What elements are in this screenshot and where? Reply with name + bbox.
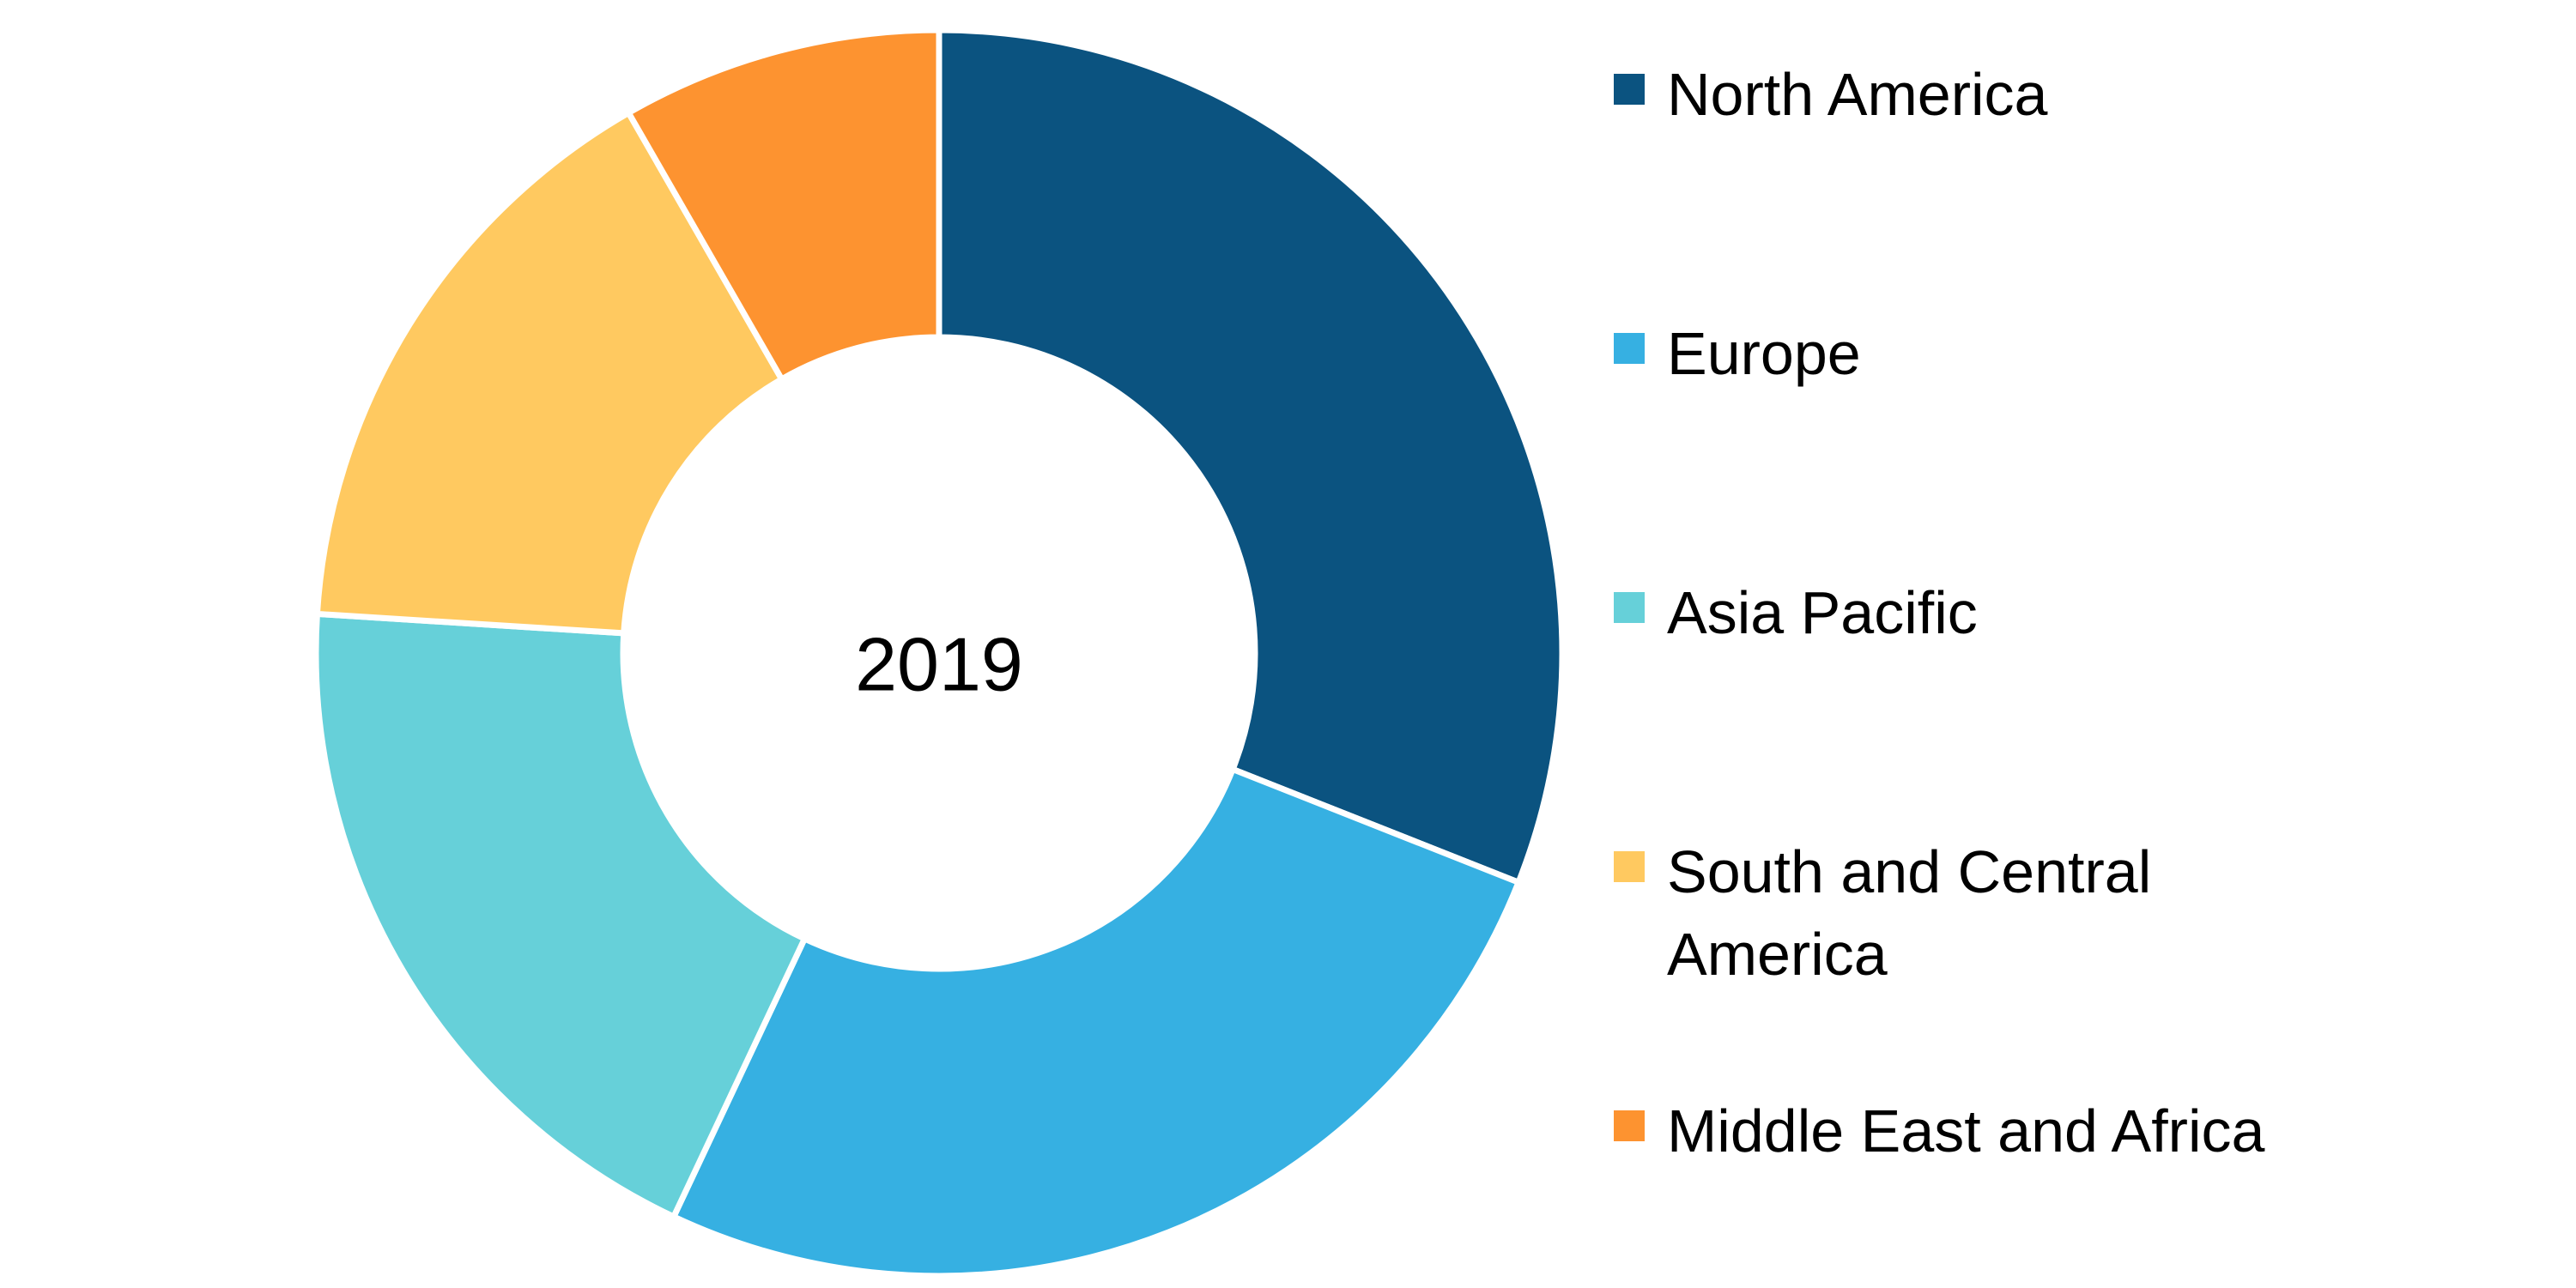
legend-swatch <box>1614 592 1645 623</box>
legend-item: North America <box>1614 53 2371 136</box>
legend-item: Middle East and Africa <box>1614 1090 2371 1172</box>
slice <box>313 108 786 637</box>
legend-swatch <box>1614 333 1645 364</box>
legend-label: Asia Pacific <box>1667 579 1978 646</box>
legend-swatch <box>1614 74 1645 105</box>
legend-label: South and Central America <box>1667 838 2152 988</box>
legend-item: Europe <box>1614 312 2371 395</box>
legend-swatch <box>1614 1110 1645 1141</box>
legend-item: Asia Pacific <box>1614 571 2371 654</box>
slice <box>624 27 943 384</box>
chart: 2019 <box>312 27 1566 1279</box>
legend-label: North America <box>1667 61 2048 128</box>
legend-label: Middle East and Africa <box>1667 1098 2265 1164</box>
slice <box>936 27 1566 886</box>
slice <box>312 610 809 1221</box>
legend-swatch <box>1614 851 1645 882</box>
legend-item: South and Central America <box>1614 831 2371 995</box>
slice <box>670 765 1523 1279</box>
legend-label: Europe <box>1667 320 1861 387</box>
legend: North America Europe Asia Pacific South and… <box>1614 0 2386 1288</box>
center-label: 2019 <box>855 621 1023 706</box>
